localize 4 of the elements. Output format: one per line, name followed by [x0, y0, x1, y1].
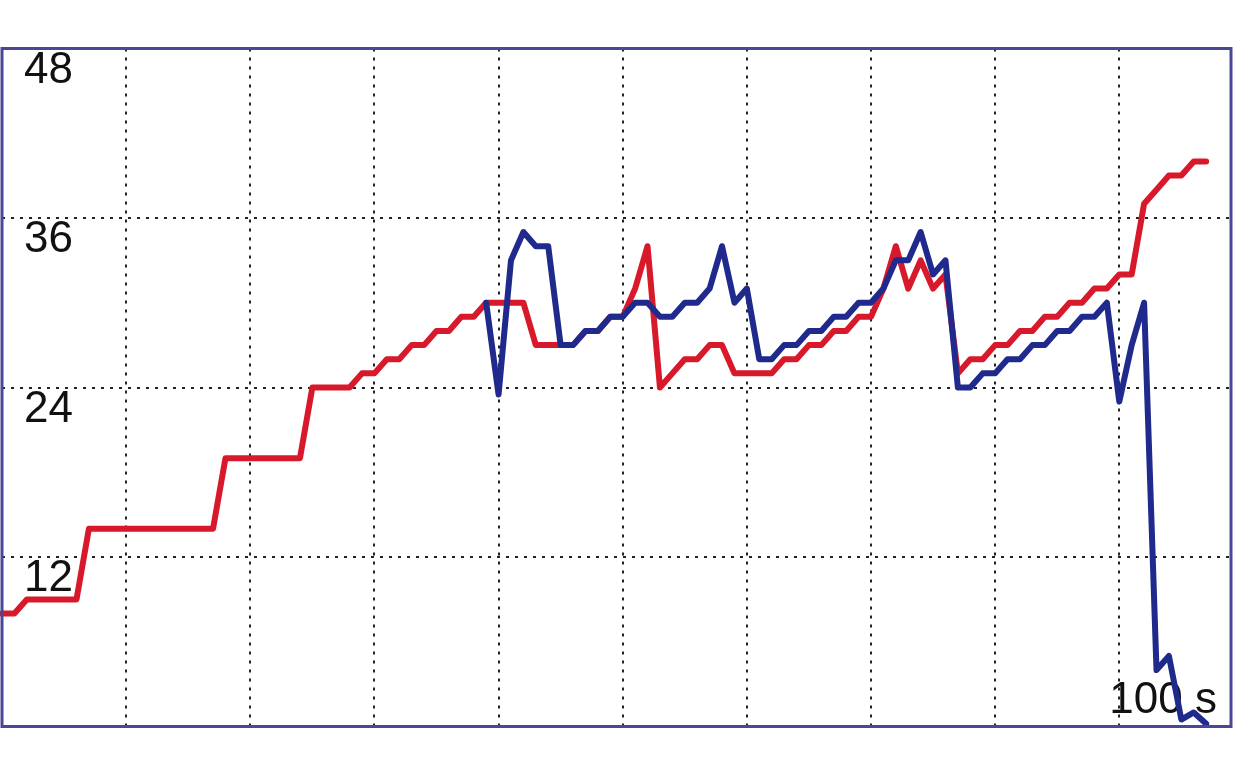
y-tick-label: 36: [24, 212, 73, 262]
y-tick-label: 24: [24, 381, 73, 431]
y-tick-label: 12: [24, 551, 73, 601]
y-tick-label: 48: [24, 42, 73, 92]
